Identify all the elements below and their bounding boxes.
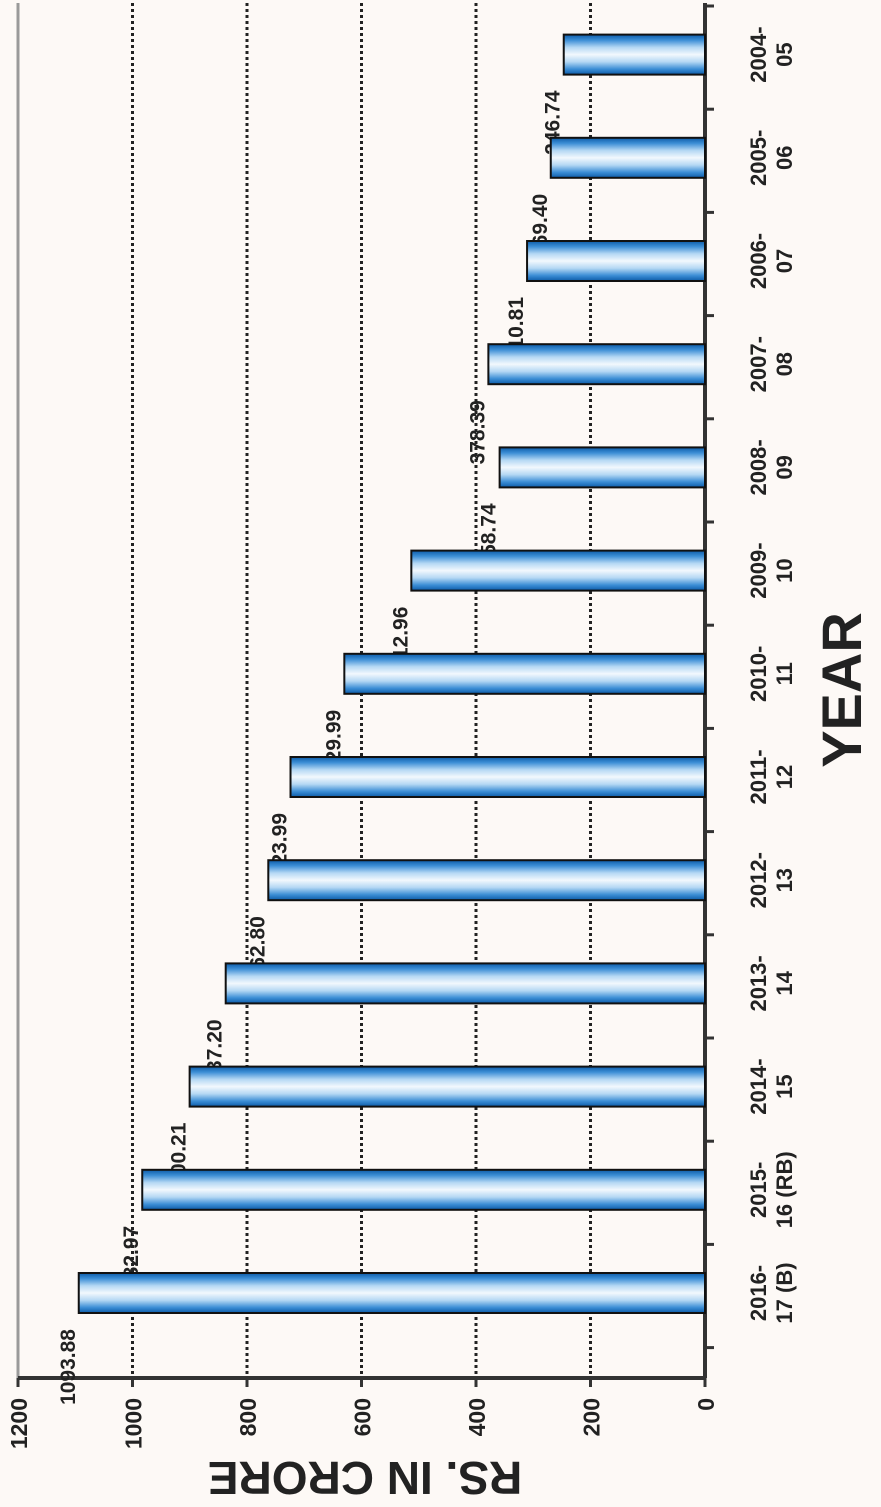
bar — [410, 549, 706, 592]
bar — [141, 1168, 706, 1211]
category-label: 2014-15 — [746, 1058, 797, 1114]
category-label-line: 2013- — [746, 955, 771, 1011]
category-label-line: 2010- — [746, 646, 771, 702]
bar — [289, 756, 706, 798]
category-label: 2013-14 — [746, 955, 797, 1011]
category-label: 2006-07 — [746, 233, 797, 289]
category-label: 2005-06 — [746, 130, 797, 186]
category-label-line: 05 — [772, 42, 797, 66]
category-label-line: 14 — [772, 970, 797, 995]
category-label-line: 2007- — [746, 336, 771, 392]
bar — [487, 343, 707, 386]
category-label-line: 2005- — [746, 130, 771, 186]
category-label-line: 2016- — [746, 1265, 771, 1321]
value-tick-label: 600 — [350, 1398, 376, 1436]
plot-area: 0 200 400 600 800 1000 1200 RS. IN CRORE YEAR 200… — [6, 3, 873, 1504]
bar — [267, 859, 706, 902]
data-label: 378.39 — [466, 400, 489, 464]
category-label-line: 2014- — [746, 1058, 771, 1114]
category-label-line: 06 — [772, 146, 797, 170]
category-label-line: 2006- — [746, 233, 771, 289]
bar — [343, 652, 706, 695]
category-label: 2016-17 (B) — [746, 1262, 797, 1323]
bar — [77, 1272, 706, 1314]
value-tick-label: 1200 — [6, 1398, 32, 1449]
category-label-line: 09 — [772, 455, 797, 479]
value-tick-label: 400 — [464, 1398, 490, 1436]
category-label-line: 10 — [772, 558, 797, 582]
bar — [562, 33, 706, 76]
value-tick-label: 1000 — [121, 1398, 147, 1449]
category-label-line: 17 (B) — [772, 1262, 797, 1323]
category-label-line: 13 — [772, 868, 797, 892]
category-label: 2008-09 — [746, 439, 797, 495]
category-label-line: 15 — [772, 1074, 797, 1098]
category-label-line: 2008- — [746, 439, 771, 495]
category-label-line: 11 — [772, 662, 797, 685]
bar — [549, 136, 706, 179]
category-label: 2010-11 — [746, 646, 797, 702]
bar — [526, 240, 706, 282]
category-label-line: 2009- — [746, 542, 771, 598]
bar — [188, 1065, 707, 1108]
category-label: 2009-10 — [746, 542, 797, 598]
value-axis-title: RS. IN CRORE — [208, 1452, 522, 1504]
value-tick-label: 800 — [235, 1398, 261, 1436]
bar — [498, 446, 706, 489]
category-label: 2015-16 (RB) — [746, 1151, 797, 1228]
category-label: 2004-05 — [746, 26, 797, 82]
value-tick-label: 200 — [579, 1398, 605, 1436]
category-label: 2007-08 — [746, 336, 797, 392]
category-label-line: 12 — [772, 765, 797, 789]
category-label: 2012-13 — [746, 852, 797, 908]
category-label-line: 2015- — [746, 1162, 771, 1218]
value-tick-label: 0 — [693, 1398, 719, 1411]
category-label-line: 2012- — [746, 852, 771, 908]
category-label-line: 16 (RB) — [772, 1151, 797, 1228]
category-label-line: 07 — [772, 249, 797, 273]
bar — [224, 962, 706, 1005]
data-label: 1093.88 — [57, 1329, 80, 1405]
category-axis-title: YEAR — [810, 612, 873, 768]
category-label-line: 2011- — [746, 749, 771, 804]
category-label: 2011-12 — [746, 749, 797, 804]
category-label-line: 08 — [772, 352, 797, 376]
category-label-line: 2004- — [746, 26, 771, 82]
